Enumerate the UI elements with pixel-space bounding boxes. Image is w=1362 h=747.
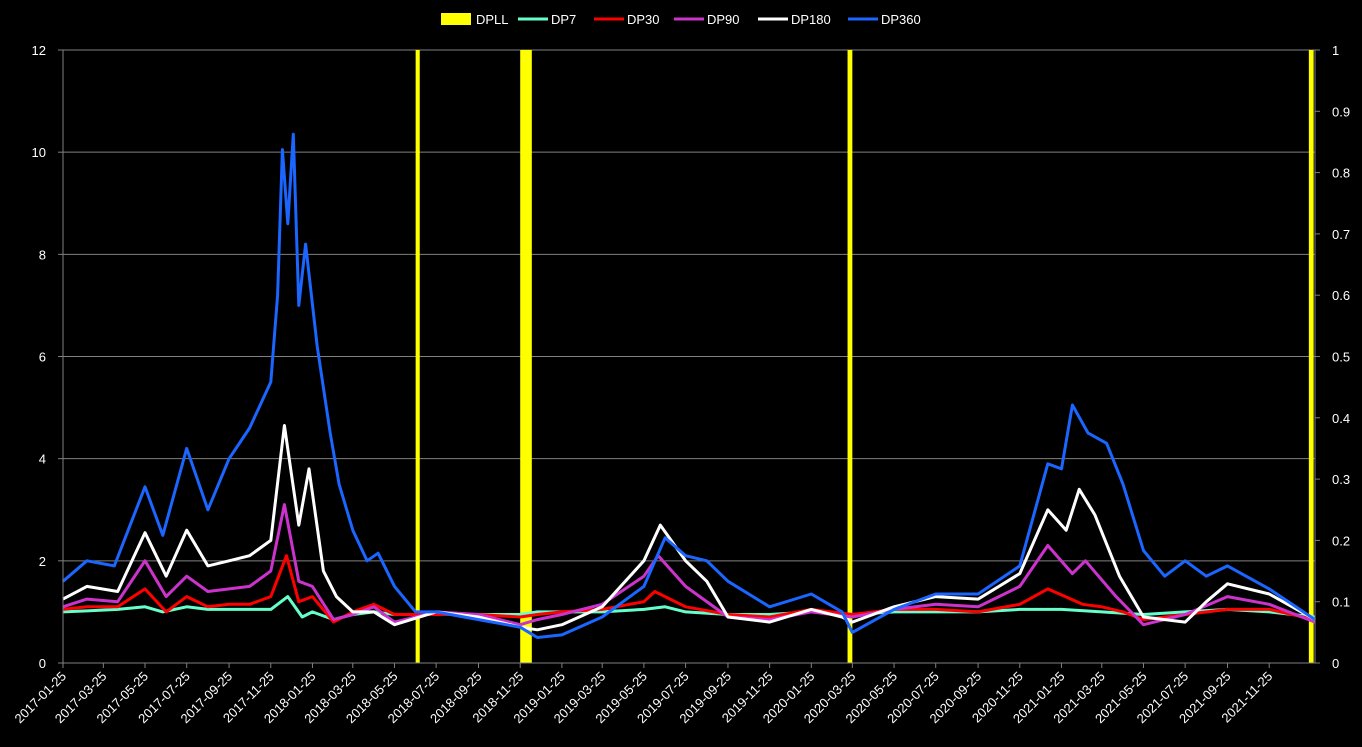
legend-label-dp360: DP360 [881,12,921,27]
legend-label-dp7: DP7 [551,12,576,27]
y2-tick-label: 0.6 [1332,288,1350,303]
dpll-band [415,50,420,663]
y-tick-label: 4 [39,452,46,467]
y-tick-label: 12 [32,43,46,58]
y-tick-label: 2 [39,554,46,569]
series-lines [62,132,1316,639]
legend: DPLL DP7 DP30 DP90 DP180 DP360 [441,12,921,27]
dpll-bands [415,50,1314,663]
series-line-dp30 [62,554,1316,624]
y2-tick-label: 0.1 [1332,595,1350,610]
y2-tick-label: 0.2 [1332,533,1350,548]
y-tick-label: 8 [39,247,46,262]
y-tick-label: 0 [39,656,46,671]
series-line-dp360 [62,132,1316,639]
dpll-band [847,50,853,663]
y2-tick-label: 0.7 [1332,227,1350,242]
y2-tick-label: 0 [1332,656,1339,671]
y2-tick-label: 0.5 [1332,350,1350,365]
series-line-dp180 [62,424,1316,632]
series-line-dp90 [62,503,1316,627]
y2-tick-label: 1 [1332,43,1339,58]
y-tick-label: 6 [39,350,46,365]
dpll-band [520,50,532,663]
legend-swatch-dpll [441,13,471,25]
legend-label-dpll: DPLL [476,12,509,27]
legend-label-dp180: DP180 [791,12,831,27]
legend-label-dp30: DP30 [627,12,660,27]
y-tick-label: 10 [32,145,46,160]
y2-tick-label: 0.3 [1332,472,1350,487]
series-line-dp7 [62,595,1316,622]
y-axis-right-ticks: 0 0.1 0.2 0.3 0.4 0.5 0.6 0.7 0.8 0.9 1 [1315,43,1350,671]
dpll-band [1308,50,1314,663]
y2-tick-label: 0.4 [1332,411,1350,426]
y2-tick-label: 0.9 [1332,104,1350,119]
legend-label-dp90: DP90 [707,12,740,27]
y-axis-left-ticks: 0 2 4 6 8 10 12 [32,43,63,671]
y2-tick-label: 0.8 [1332,166,1350,181]
